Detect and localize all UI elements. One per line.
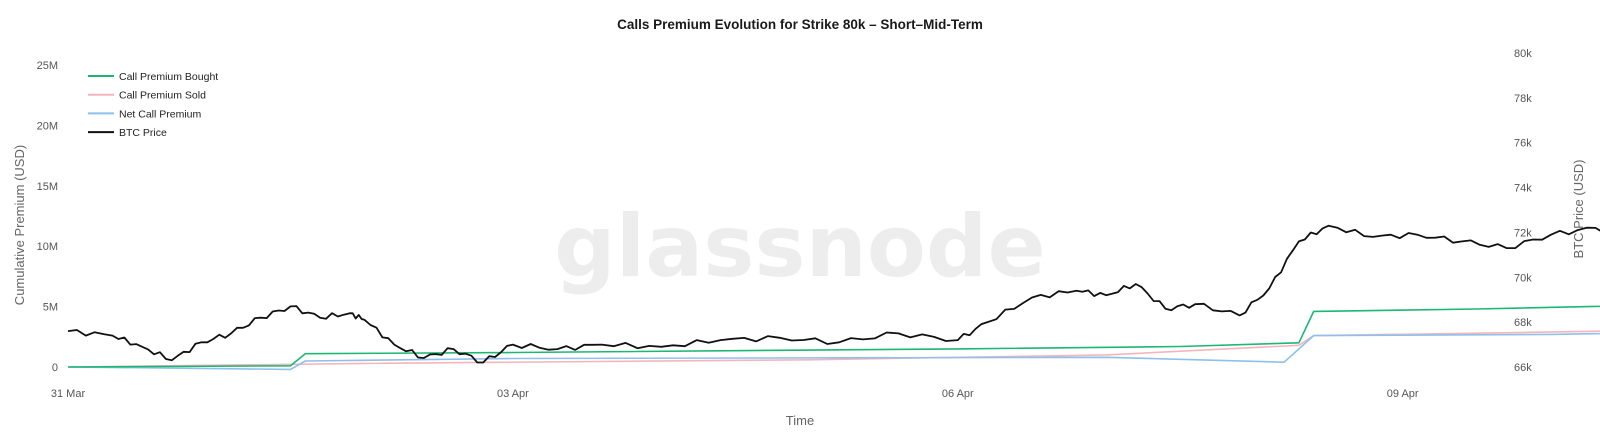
series-line-call-premium-bought bbox=[67, 305, 1600, 368]
series-line-call-premium-sold bbox=[67, 330, 1600, 368]
legend: Call Premium Bought Call Premium Sold Net … bbox=[88, 71, 218, 139]
glassnode-watermark: glassnode bbox=[554, 197, 1046, 297]
y2-tick-label: 78k bbox=[1514, 93, 1532, 105]
y2-axis-label: BTC Price (USD) bbox=[1571, 160, 1586, 259]
x-tick-label: 09 Apr bbox=[1387, 388, 1419, 400]
x-tick-label: 31 Mar bbox=[51, 388, 86, 400]
y2-tick-label: 68k bbox=[1514, 317, 1532, 329]
x-tick-label: 06 Apr bbox=[942, 388, 974, 400]
y2-tick-label: 74k bbox=[1514, 183, 1532, 195]
series-line-net-call-premium bbox=[67, 332, 1600, 371]
y-tick-label: 25M bbox=[37, 60, 58, 72]
y-tick-label: 10M bbox=[37, 241, 58, 253]
series-line-btc-price bbox=[67, 224, 1600, 364]
y-tick-label: 20M bbox=[37, 120, 58, 132]
y-tick-label: 5M bbox=[43, 302, 58, 314]
series-layer bbox=[67, 224, 1600, 371]
y-axis-ticks: 0 5M 10M 15M 20M 25M bbox=[37, 60, 58, 374]
y2-tick-label: 70k bbox=[1514, 272, 1532, 284]
legend-label: Net Call Premium bbox=[119, 108, 202, 120]
y-tick-label: 0 bbox=[52, 362, 58, 374]
y2-tick-label: 66k bbox=[1514, 362, 1532, 374]
chart-title: Calls Premium Evolution for Strike 80k –… bbox=[617, 17, 983, 32]
x-axis-label: Time bbox=[786, 413, 814, 428]
legend-label: Call Premium Bought bbox=[119, 71, 218, 83]
legend-label: BTC Price bbox=[119, 127, 167, 139]
y2-tick-label: 72k bbox=[1514, 227, 1532, 239]
y-tick-label: 15M bbox=[37, 181, 58, 193]
y2-tick-label: 76k bbox=[1514, 138, 1532, 150]
y-axis-label: Cumulative Premium (USD) bbox=[12, 145, 27, 305]
y2-tick-label: 80k bbox=[1514, 48, 1532, 60]
x-tick-label: 03 Apr bbox=[497, 388, 529, 400]
legend-label: Call Premium Sold bbox=[119, 90, 206, 102]
y2-axis-ticks: 66k 68k 70k 72k 74k 76k 78k 80k bbox=[1514, 48, 1532, 374]
